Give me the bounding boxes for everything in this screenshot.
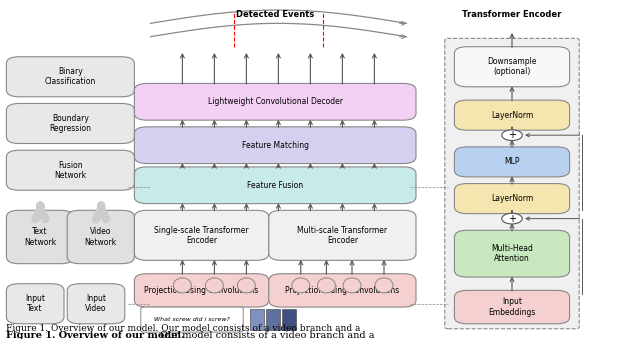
FancyBboxPatch shape <box>134 167 416 204</box>
FancyBboxPatch shape <box>6 210 74 264</box>
Text: Projection Using Convolutions: Projection Using Convolutions <box>285 286 399 295</box>
Text: Figure 1. Overview of our model.: Figure 1. Overview of our model. <box>6 332 185 339</box>
Ellipse shape <box>292 278 310 293</box>
FancyBboxPatch shape <box>454 147 570 177</box>
Text: Our model consists of a video branch and a: Our model consists of a video branch and… <box>157 332 374 339</box>
Text: What screw did i screw?: What screw did i screw? <box>154 317 230 322</box>
FancyBboxPatch shape <box>6 150 134 190</box>
Text: Figure 1. Overview of our model. Our model consists of a video branch and a: Figure 1. Overview of our model. Our mod… <box>6 324 361 333</box>
Text: Text
Network: Text Network <box>24 227 56 247</box>
FancyBboxPatch shape <box>141 307 243 332</box>
Text: Lightweight Convolutional Decoder: Lightweight Convolutional Decoder <box>208 97 342 106</box>
Ellipse shape <box>173 278 191 293</box>
Text: Input
Embeddings: Input Embeddings <box>488 297 536 317</box>
FancyBboxPatch shape <box>266 309 280 331</box>
FancyBboxPatch shape <box>282 309 296 331</box>
Text: Downsample
(optional): Downsample (optional) <box>487 57 537 77</box>
FancyBboxPatch shape <box>134 274 269 307</box>
Text: Feature Matching: Feature Matching <box>242 141 308 150</box>
Text: Multi-Head
Attention: Multi-Head Attention <box>491 244 533 263</box>
Text: Input
Video: Input Video <box>85 294 107 314</box>
FancyBboxPatch shape <box>134 83 416 120</box>
FancyBboxPatch shape <box>269 210 416 260</box>
FancyBboxPatch shape <box>454 47 570 87</box>
FancyBboxPatch shape <box>454 100 570 130</box>
Ellipse shape <box>317 278 335 293</box>
FancyBboxPatch shape <box>454 230 570 277</box>
Text: Video
Network: Video Network <box>84 227 117 247</box>
Text: +: + <box>508 130 516 140</box>
Text: Multi-scale Transformer
Encoder: Multi-scale Transformer Encoder <box>298 226 387 245</box>
Text: MLP: MLP <box>504 157 520 166</box>
Text: Projection Using Convolutions: Projection Using Convolutions <box>145 286 259 295</box>
FancyBboxPatch shape <box>445 38 579 329</box>
FancyBboxPatch shape <box>6 57 134 97</box>
Text: Transformer Encoder: Transformer Encoder <box>462 10 562 19</box>
FancyBboxPatch shape <box>250 309 264 331</box>
Text: Binary
Classification: Binary Classification <box>45 67 96 86</box>
FancyBboxPatch shape <box>454 291 570 324</box>
FancyBboxPatch shape <box>6 284 64 324</box>
FancyBboxPatch shape <box>454 184 570 214</box>
Ellipse shape <box>343 278 361 293</box>
Text: Fusion
Network: Fusion Network <box>54 161 86 180</box>
FancyBboxPatch shape <box>134 210 269 260</box>
Text: F: F <box>6 324 12 333</box>
Ellipse shape <box>205 278 223 293</box>
Circle shape <box>502 213 522 224</box>
Text: Boundary
Regression: Boundary Regression <box>49 114 92 133</box>
Ellipse shape <box>375 278 393 293</box>
FancyBboxPatch shape <box>67 284 125 324</box>
FancyBboxPatch shape <box>269 274 416 307</box>
FancyBboxPatch shape <box>6 103 134 143</box>
Circle shape <box>502 130 522 141</box>
Text: +: + <box>508 214 516 224</box>
Text: Feature Fusion: Feature Fusion <box>247 181 303 190</box>
Text: Single-scale Transformer
Encoder: Single-scale Transformer Encoder <box>154 226 249 245</box>
Text: LayerNorm: LayerNorm <box>491 111 533 120</box>
Ellipse shape <box>237 278 255 293</box>
FancyBboxPatch shape <box>67 210 134 264</box>
Text: Input
Text: Input Text <box>25 294 45 314</box>
FancyBboxPatch shape <box>134 127 416 163</box>
Text: LayerNorm: LayerNorm <box>491 194 533 203</box>
Text: Detected Events: Detected Events <box>236 10 314 19</box>
